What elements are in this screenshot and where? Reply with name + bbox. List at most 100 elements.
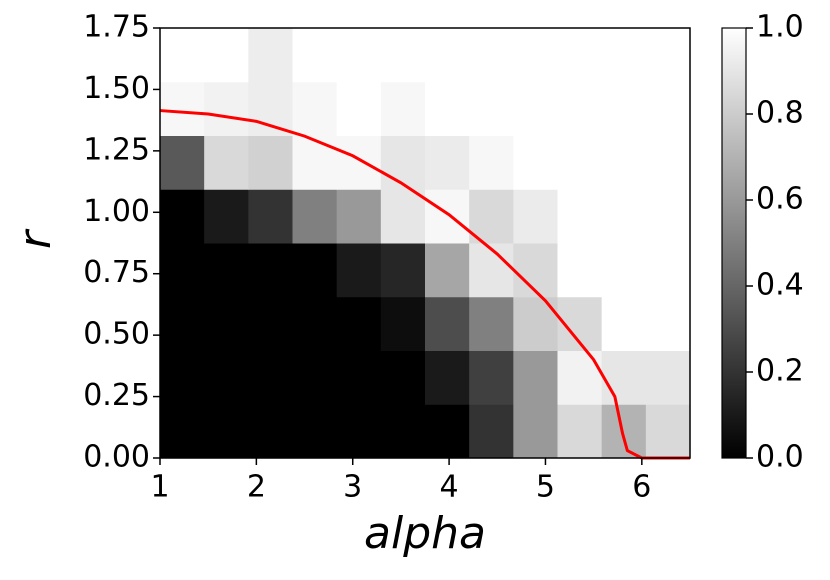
heatmap-cell bbox=[513, 135, 558, 190]
y-tick-label: 1.75 bbox=[83, 10, 150, 45]
heatmap-cell bbox=[160, 28, 205, 83]
heatmap-cell bbox=[601, 350, 647, 405]
y-tick-label: 1.25 bbox=[83, 132, 150, 167]
heatmap-cell bbox=[204, 296, 249, 351]
x-axis-label: alpha bbox=[364, 508, 486, 559]
heatmap-cell bbox=[645, 243, 691, 298]
y-tick-label: 0.25 bbox=[83, 378, 150, 413]
heatmap-cell bbox=[557, 28, 603, 83]
x-tick-label: 4 bbox=[440, 470, 459, 505]
heatmap-cell bbox=[248, 28, 293, 83]
heatmap-cell bbox=[204, 404, 249, 459]
heatmap-cell bbox=[336, 28, 382, 83]
heatmap-cell bbox=[336, 404, 382, 459]
heatmap-cell bbox=[513, 81, 558, 136]
y-tick-label: 0.50 bbox=[83, 317, 150, 352]
heatmap-cell bbox=[336, 81, 382, 136]
heatmap-cell bbox=[469, 28, 514, 83]
heatmap-cell bbox=[204, 189, 249, 244]
heatmap-cell bbox=[469, 404, 514, 459]
colorbar-tick-label: 0.8 bbox=[756, 96, 804, 131]
heatmap-cell bbox=[160, 404, 205, 459]
x-tick-label: 6 bbox=[632, 470, 651, 505]
heatmap-cell bbox=[645, 28, 691, 83]
heatmap-cell bbox=[513, 243, 558, 298]
heatmap-cell bbox=[380, 243, 426, 298]
colorbar-tick-label: 0.0 bbox=[756, 440, 804, 475]
heatmap-cell bbox=[513, 350, 558, 405]
heatmap-cell bbox=[292, 81, 338, 136]
heatmap-cell bbox=[292, 28, 338, 83]
heatmap-cell bbox=[469, 189, 514, 244]
heatmap-cell bbox=[513, 296, 558, 351]
heatmap-cell bbox=[336, 350, 382, 405]
heatmap-cell bbox=[469, 350, 514, 405]
heatmap-cell bbox=[160, 350, 205, 405]
x-tick-label: 1 bbox=[150, 470, 169, 505]
heatmap-cell bbox=[204, 350, 249, 405]
y-tick-label: 1.50 bbox=[83, 71, 150, 106]
heatmap-cell bbox=[425, 350, 470, 405]
colorbar-tick-label: 1.0 bbox=[756, 10, 804, 45]
heatmap-cell bbox=[204, 81, 249, 136]
heatmap-cell bbox=[380, 189, 426, 244]
heatmap-cell bbox=[425, 189, 470, 244]
heatmap-cell bbox=[380, 81, 426, 136]
heatmap-cell bbox=[292, 243, 338, 298]
heatmap-cell bbox=[601, 189, 647, 244]
heatmap-cell bbox=[248, 296, 293, 351]
y-tick-label: 0.75 bbox=[83, 255, 150, 290]
heatmap-cell bbox=[601, 296, 647, 351]
heatmap-cell bbox=[292, 189, 338, 244]
heatmap-cell bbox=[601, 404, 647, 459]
heatmap-cell bbox=[204, 28, 249, 83]
heatmap-cell bbox=[248, 350, 293, 405]
heatmap-cell bbox=[557, 404, 603, 459]
heatmap-cell bbox=[469, 243, 514, 298]
heatmap-cell bbox=[425, 28, 470, 83]
heatmap-cell bbox=[380, 135, 426, 190]
curve bbox=[159, 109, 690, 460]
y-axis-label: r bbox=[10, 228, 61, 249]
heatmap-cell bbox=[557, 350, 603, 405]
heatmap-cell bbox=[248, 243, 293, 298]
heatmap-cell bbox=[160, 189, 205, 244]
heatmap-cell bbox=[645, 81, 691, 136]
heatmap-cell bbox=[204, 135, 249, 190]
heatmap-cell bbox=[645, 189, 691, 244]
heatmap-cell bbox=[248, 135, 293, 190]
heatmap-cell bbox=[513, 189, 558, 244]
colorbar-tick-label: 0.4 bbox=[756, 268, 804, 303]
heatmap-cell bbox=[645, 350, 691, 405]
colorbar-tick-label: 0.2 bbox=[756, 354, 804, 389]
heatmap-cell bbox=[160, 81, 205, 136]
heatmap-cell bbox=[380, 404, 426, 459]
heatmap-cell bbox=[513, 28, 558, 83]
heatmap-cell bbox=[425, 81, 470, 136]
heatmap-cell bbox=[204, 243, 249, 298]
heatmap-cell bbox=[380, 296, 426, 351]
heatmap-cell bbox=[160, 296, 205, 351]
heatmap-cell bbox=[557, 81, 603, 136]
heatmap-cell bbox=[601, 135, 647, 190]
heatmap-cell bbox=[336, 243, 382, 298]
heatmap-cell bbox=[425, 404, 470, 459]
heatmap-cell bbox=[601, 81, 647, 136]
heatmap-cell bbox=[380, 350, 426, 405]
colorbar bbox=[721, 27, 747, 459]
heatmap-cell bbox=[645, 404, 691, 459]
heatmap-cell bbox=[292, 404, 338, 459]
x-tick-label: 5 bbox=[536, 470, 555, 505]
heatmap-cell bbox=[248, 404, 293, 459]
heatmap-cell bbox=[601, 28, 647, 83]
heatmap-cell bbox=[160, 135, 205, 190]
heatmap-cell bbox=[160, 243, 205, 298]
heatmap-cell bbox=[557, 243, 603, 298]
heatmap-cell bbox=[513, 404, 558, 459]
heatmap-cell bbox=[336, 135, 382, 190]
heatmap-cell bbox=[425, 135, 470, 190]
x-tick-label: 3 bbox=[343, 470, 362, 505]
heatmap-cell bbox=[248, 81, 293, 136]
heatmap-cell bbox=[336, 189, 382, 244]
